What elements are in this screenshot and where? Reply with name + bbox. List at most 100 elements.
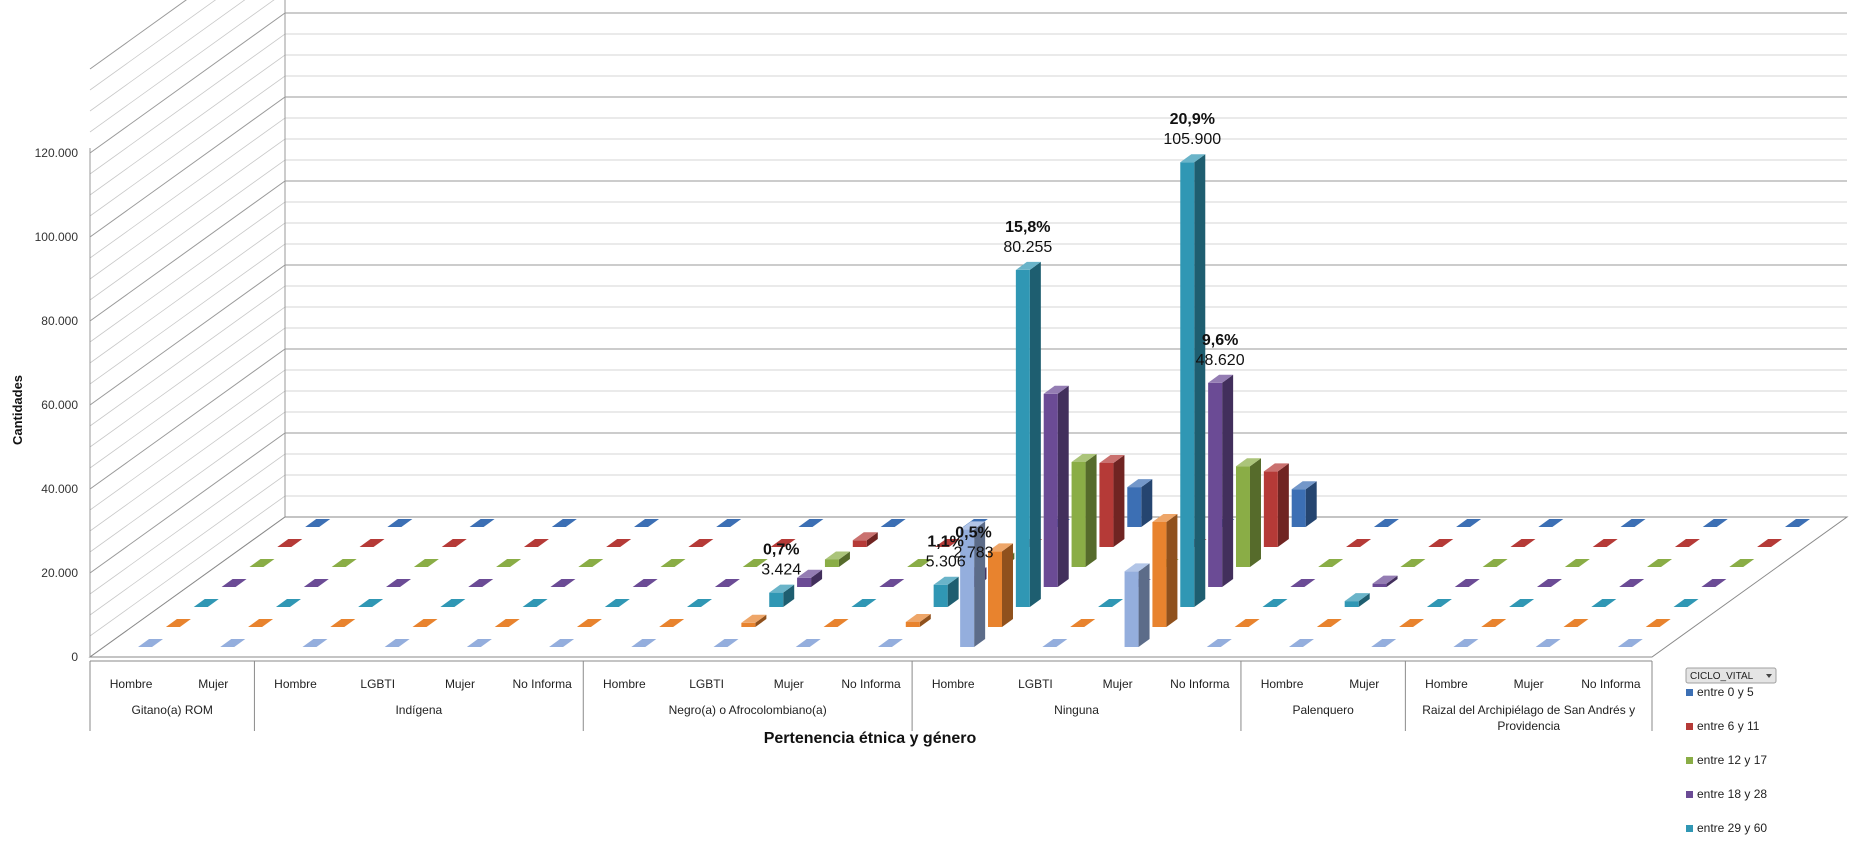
bar-top — [769, 584, 795, 593]
bar-front — [1180, 162, 1195, 607]
legend-filter-button[interactable] — [1685, 667, 1777, 684]
bar-6-18 — [1617, 639, 1643, 647]
bar-1-10 — [1099, 455, 1125, 547]
bar-3-10 — [1043, 385, 1069, 587]
bar-2-16 — [1564, 559, 1590, 567]
bar-6-3 — [384, 639, 410, 647]
bar-0-0 — [305, 519, 331, 527]
bar-top — [852, 532, 878, 541]
data-label-percent: 1,1% — [927, 534, 963, 551]
bar-5-0 — [165, 619, 191, 627]
chart-bars — [138, 154, 1810, 647]
bar-4-11 — [1098, 599, 1124, 607]
bar-zero — [877, 639, 903, 647]
bar-front — [1152, 522, 1167, 627]
bar-front — [960, 529, 975, 647]
bar-3-5 — [632, 579, 658, 587]
bar-zero — [1399, 619, 1425, 627]
bar-zero — [1318, 559, 1344, 567]
bar-zero — [1288, 639, 1314, 647]
bar-zero — [713, 639, 739, 647]
bar-zero — [631, 639, 657, 647]
bar-4-8 — [851, 599, 877, 607]
x-tick-label: Mujer — [1103, 677, 1133, 691]
chevron-down-icon — [1766, 674, 1772, 678]
legend-swatch — [1686, 689, 1693, 696]
bar-2-3 — [496, 559, 522, 567]
bar-4-2 — [358, 599, 384, 607]
x-group-label: Raizal del Archipiélago de San Andrés y — [1422, 703, 1635, 717]
bar-zero — [549, 639, 575, 647]
y-tick-label: 60.000 — [41, 398, 78, 412]
bar-zero — [879, 579, 905, 587]
bar-6-11 — [1042, 639, 1068, 647]
bar-zero — [551, 519, 577, 527]
bar-zero — [1346, 539, 1372, 547]
data-label-value: 80.255 — [1003, 239, 1052, 256]
bar-front — [1263, 471, 1278, 547]
bar-side — [974, 521, 986, 647]
bar-zero — [1371, 639, 1397, 647]
bar-front — [797, 577, 812, 587]
bar-zero — [494, 619, 520, 627]
bar-5-18 — [1645, 619, 1671, 627]
y-tick-label: 20.000 — [41, 566, 78, 580]
bar-1-3 — [523, 539, 549, 547]
bar-zero — [522, 599, 548, 607]
bar-zero — [1373, 519, 1399, 527]
bar-zero — [1647, 559, 1673, 567]
bar-3-6 — [714, 579, 740, 587]
bar-zero — [1701, 579, 1727, 587]
x-tick-label: Hombre — [932, 677, 975, 691]
bar-zero — [1426, 599, 1452, 607]
bar-6-9 — [877, 639, 903, 647]
bar-zero — [1645, 619, 1671, 627]
bar-zero — [466, 639, 492, 647]
bar-1-8 — [935, 539, 961, 547]
bar-1-2 — [441, 539, 467, 547]
bar-zero — [275, 599, 301, 607]
data-label-percent: 15,8% — [1005, 219, 1050, 236]
bar-4-0 — [193, 599, 219, 607]
bar-zero — [550, 579, 576, 587]
bar-4-4 — [522, 599, 548, 607]
chart-gridlines — [89, 0, 1847, 658]
bar-3-14 — [1372, 575, 1398, 587]
bar-2-7 — [824, 551, 850, 567]
bar-side — [1001, 543, 1013, 627]
bar-zero — [441, 539, 467, 547]
bar-zero — [660, 559, 686, 567]
bar-zero — [576, 619, 602, 627]
bar-6-13 — [1206, 639, 1232, 647]
bar-zero — [880, 519, 906, 527]
bar-zero — [606, 539, 632, 547]
side-wall — [90, 0, 285, 657]
bar-side — [1141, 479, 1153, 527]
bar-5-15 — [1399, 619, 1425, 627]
bar-1-5 — [688, 539, 714, 547]
x-group-label: Negro(a) o Afrocolombiano(a) — [669, 703, 827, 717]
bar-top — [1127, 479, 1153, 488]
bar-zero — [1617, 639, 1643, 647]
bar-front — [741, 622, 756, 627]
gridline — [89, 0, 187, 70]
bar-zero — [795, 639, 821, 647]
bar-5-2 — [330, 619, 356, 627]
legend-header: CICLO_VITAL — [1690, 671, 1754, 682]
bar-zero — [1481, 619, 1507, 627]
bar-4-16 — [1509, 599, 1535, 607]
bar-side — [1386, 575, 1398, 587]
bar-2-12 — [1235, 458, 1261, 567]
bar-5-16 — [1481, 619, 1507, 627]
bar-side — [783, 584, 795, 607]
bar-zero — [687, 599, 713, 607]
bar-top — [1291, 481, 1317, 490]
x-tick-label: Mujer — [445, 677, 475, 691]
bar-3-2 — [386, 579, 412, 587]
bar-2-13 — [1318, 559, 1344, 567]
bar-5-8 — [823, 619, 849, 627]
bar-6-2 — [302, 639, 328, 647]
x-tick-label: LGBTI — [689, 677, 724, 691]
bar-top — [1099, 455, 1125, 463]
